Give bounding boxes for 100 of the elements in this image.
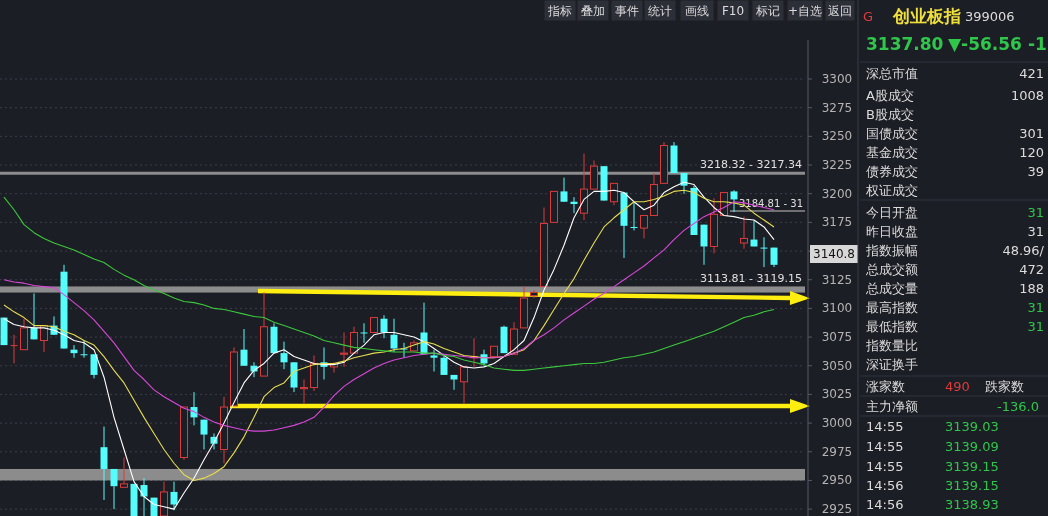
text: 301	[1019, 125, 1044, 141]
candlestick	[530, 289, 538, 299]
y-tick-label: 3225	[821, 158, 853, 173]
text: 399006	[965, 8, 1015, 24]
candlestick	[80, 340, 88, 359]
text: G	[862, 8, 874, 24]
text: -136.0	[997, 398, 1039, 414]
text: 统计	[648, 4, 672, 18]
text: 3139.03	[945, 418, 999, 434]
text: -1	[1028, 34, 1047, 54]
candlestick	[560, 177, 568, 203]
text: +自选	[787, 4, 823, 18]
text: 3139.09	[945, 438, 999, 454]
text: 48.96/	[1002, 242, 1045, 258]
text: 基金成交	[866, 144, 918, 160]
text: F10	[721, 4, 745, 18]
text: 最高指数	[866, 299, 918, 315]
candlestick	[170, 481, 178, 511]
candlestick	[390, 318, 398, 353]
text: 画线	[685, 4, 709, 18]
y-tick-label: 3250	[821, 129, 853, 144]
candlestick	[10, 334, 18, 364]
text: 3139.15	[945, 477, 999, 493]
text: 3137.80	[866, 34, 944, 54]
text: 3138.93	[945, 496, 999, 512]
y-tick-label: 3200	[821, 186, 853, 201]
text: 最低指数	[866, 318, 918, 334]
candlestick	[710, 197, 718, 254]
text: 涨家数	[866, 378, 905, 394]
candlestick	[200, 419, 208, 450]
candlestick	[100, 426, 108, 501]
text: 14:55	[866, 458, 904, 474]
candlestick	[400, 342, 408, 359]
ref-line-label: 3184.81 - 31	[738, 198, 803, 210]
text: 总成交额	[865, 261, 918, 277]
candlestick	[450, 374, 458, 391]
candlestick	[680, 172, 688, 195]
text: 421	[1019, 65, 1044, 81]
candlestick	[740, 216, 748, 250]
text: 14:55	[866, 438, 904, 454]
candlestick	[110, 468, 118, 510]
text: B股成交	[866, 106, 914, 122]
text: 3140.8	[813, 247, 855, 261]
text: 14:55	[866, 418, 904, 434]
y-tick-label: 3000	[821, 416, 853, 431]
candlestick	[280, 341, 288, 370]
text: 指数振幅	[865, 242, 918, 258]
text: 31	[1027, 204, 1044, 220]
text: 指标	[547, 4, 572, 18]
text: 返回	[828, 4, 852, 18]
candlestick	[730, 189, 738, 213]
candlestick	[310, 354, 318, 392]
text: 深总市值	[866, 65, 918, 81]
text: 31	[1027, 318, 1044, 334]
candlestick	[580, 153, 588, 221]
y-tick-label: 3075	[821, 330, 853, 345]
text: 创业板指	[892, 6, 961, 26]
text: 14:56	[866, 477, 904, 493]
text: 总成交量	[865, 280, 918, 296]
candlestick	[360, 322, 368, 344]
y-tick-label: 3125	[821, 272, 853, 287]
y-tick-label: 3275	[821, 100, 853, 115]
candlestick	[380, 314, 388, 339]
text: 主力净额	[866, 398, 918, 414]
candlestick	[700, 224, 708, 266]
text: 跌家数	[985, 378, 1024, 394]
text: 120	[1019, 144, 1044, 160]
text: 3139.15	[945, 458, 999, 474]
text: 1008	[1010, 87, 1044, 103]
text: 债券成交	[866, 163, 918, 179]
candlestick	[140, 477, 148, 516]
text: 昨日收盘	[866, 223, 918, 239]
text: 事件	[615, 4, 639, 18]
text: 深证换手	[866, 356, 918, 372]
y-tick-label: 3175	[821, 215, 853, 230]
text: 188	[1019, 280, 1044, 296]
y-tick-label: 3300	[821, 72, 853, 86]
text: 472	[1019, 261, 1044, 277]
text: 国债成交	[866, 125, 918, 141]
y-tick-label: 3025	[821, 387, 853, 402]
text: 今日开盘	[866, 204, 918, 220]
candlestick	[340, 331, 348, 368]
y-tick-label: 2950	[821, 473, 853, 488]
candlestick	[220, 396, 228, 464]
text: ▼-56.56	[948, 34, 1022, 54]
candlestick	[300, 379, 308, 405]
text: 31	[1027, 299, 1044, 315]
candlestick	[30, 292, 38, 340]
band-label: 3113.81 - 3119.15	[700, 272, 802, 286]
text: 31	[1027, 223, 1044, 239]
text: A股成交	[866, 87, 914, 103]
candlestick	[90, 353, 98, 379]
candlestick	[430, 349, 438, 372]
text: 标记	[755, 4, 780, 18]
text: 权证成交	[865, 182, 918, 198]
y-tick-label: 2975	[821, 444, 853, 459]
y-tick-label: 2925	[821, 502, 853, 516]
band-label: 3218.32 - 3217.34	[700, 157, 802, 171]
text: 490	[945, 378, 970, 394]
text: 39	[1027, 163, 1044, 179]
